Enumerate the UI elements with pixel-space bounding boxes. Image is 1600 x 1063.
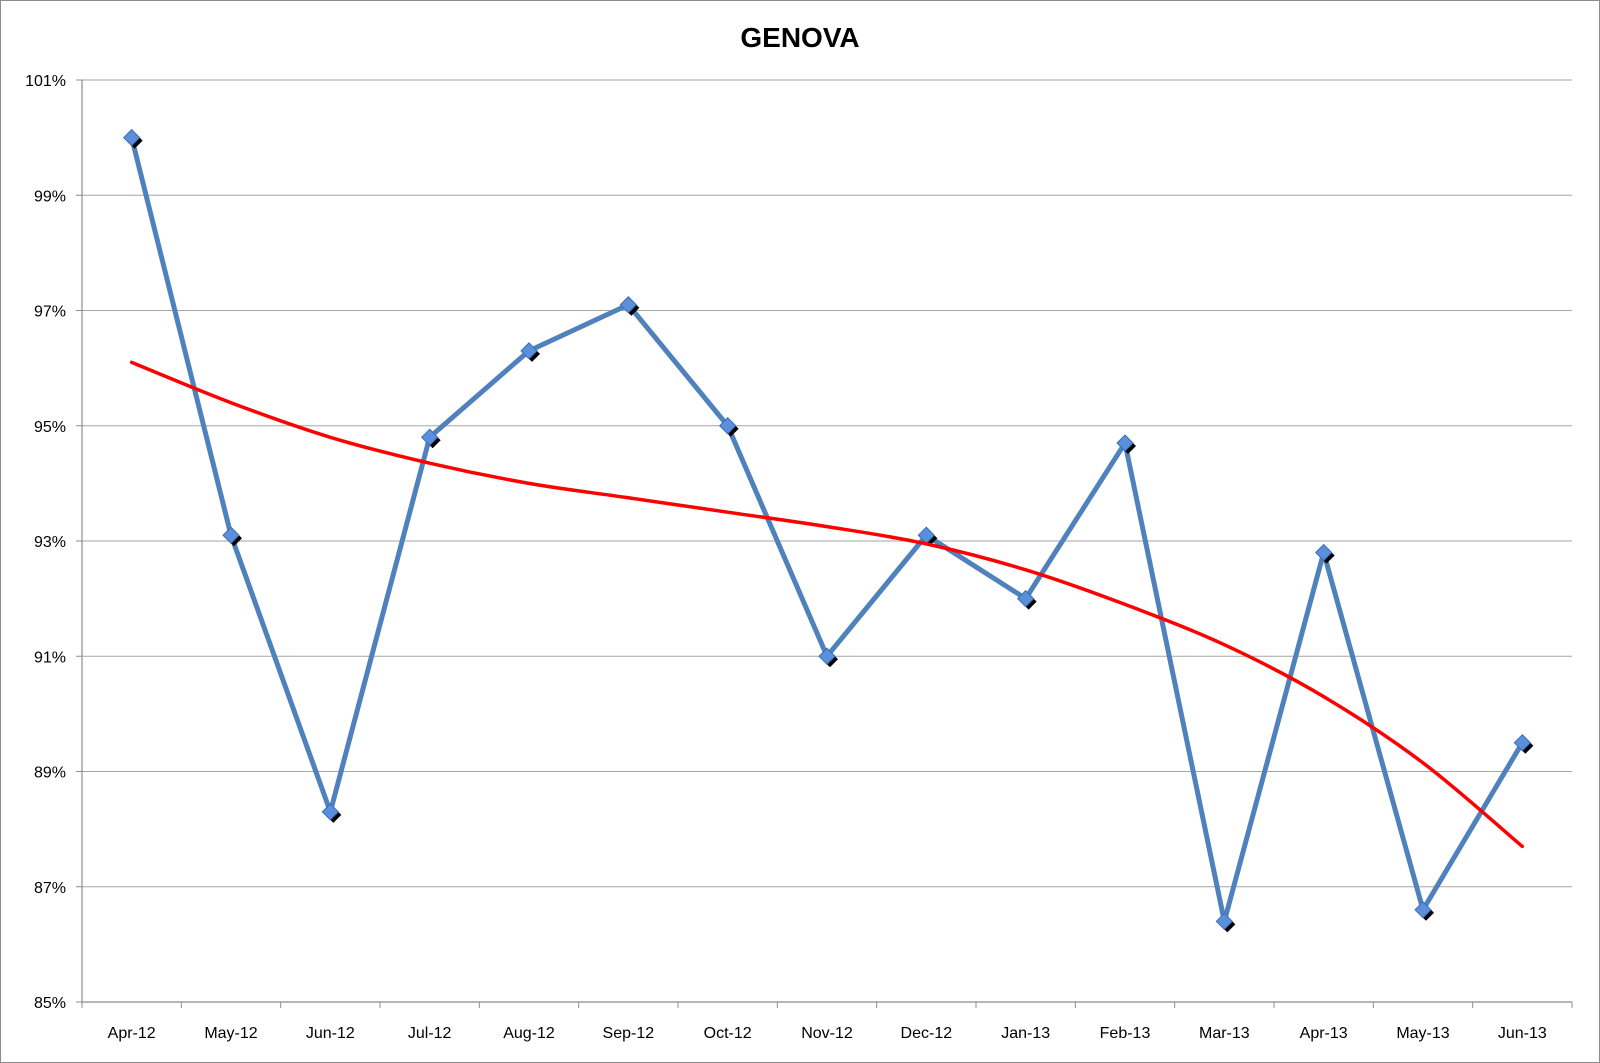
data-point	[1215, 912, 1236, 933]
data-point-marker	[718, 417, 737, 435]
data-point	[917, 526, 938, 547]
data-point-marker	[1116, 434, 1134, 452]
x-tick-label: Apr-13	[1300, 1025, 1348, 1042]
x-tick-label: Feb-13	[1100, 1025, 1151, 1042]
y-tick-label: 87%	[34, 880, 66, 897]
y-tick-label: 95%	[34, 419, 66, 436]
data-point	[718, 417, 739, 437]
x-tick-label: Jul-12	[408, 1025, 452, 1042]
x-tick-label: Mar-13	[1199, 1025, 1250, 1042]
data-point-marker	[520, 342, 538, 360]
data-point	[122, 128, 143, 149]
y-axis-tick-labels: 85% 87% 89% 91% 93% 95% 97% 99% 101%	[25, 73, 66, 1012]
x-tick-label: May-13	[1396, 1025, 1449, 1042]
chart-title: GENOVA	[740, 22, 860, 53]
data-point	[520, 342, 540, 362]
data-point-marker	[1513, 733, 1532, 752]
x-tick-label: Oct-12	[704, 1025, 752, 1042]
y-tick-label: 101%	[25, 73, 66, 90]
x-tick-label: Jun-13	[1498, 1025, 1547, 1042]
x-tick-label: May-12	[204, 1025, 257, 1042]
x-tick-label: Aug-12	[503, 1025, 555, 1042]
y-tick-label: 93%	[34, 534, 66, 551]
x-tick-label: Apr-12	[108, 1025, 156, 1042]
y-tick-label: 89%	[34, 765, 66, 782]
data-point-marker	[619, 296, 638, 314]
data-point	[1016, 589, 1037, 610]
data-point	[1513, 733, 1534, 754]
data-point-marker	[1215, 912, 1234, 931]
y-tick-label: 85%	[34, 995, 66, 1012]
data-point	[619, 296, 640, 316]
trendline	[129, 360, 1525, 849]
data-point-marker	[420, 428, 439, 446]
data-point	[1414, 901, 1434, 921]
x-tick-label: Jan-13	[1001, 1025, 1050, 1042]
data-point-marker	[1314, 543, 1333, 562]
x-tick-label: Sep-12	[603, 1025, 655, 1042]
x-tick-label: Dec-12	[901, 1025, 953, 1042]
data-point-marker	[818, 647, 836, 665]
data-series	[122, 128, 1534, 933]
data-point	[818, 647, 838, 668]
axes	[76, 79, 1573, 1008]
gridlines	[82, 79, 1572, 888]
data-point	[1314, 543, 1335, 564]
y-tick-label: 99%	[34, 188, 66, 205]
data-point	[222, 526, 242, 547]
series-line	[129, 135, 1525, 924]
y-tick-label: 97%	[34, 304, 66, 321]
data-point	[321, 803, 342, 823]
x-axis-tick-labels: Apr-12 May-12 Jun-12 Jul-12 Aug-12 Sep-12 Oct-…	[108, 1025, 1547, 1042]
data-point-marker	[1016, 589, 1035, 608]
data-point	[1116, 434, 1136, 455]
x-tick-label: Nov-12	[801, 1025, 853, 1042]
y-tick-label: 91%	[34, 649, 66, 666]
data-point-marker	[122, 128, 141, 147]
data-point	[420, 428, 441, 449]
data-point-marker	[1414, 901, 1432, 919]
data-point-marker	[321, 803, 340, 821]
data-point-marker	[222, 526, 240, 544]
x-tick-label: Jun-12	[306, 1025, 355, 1042]
